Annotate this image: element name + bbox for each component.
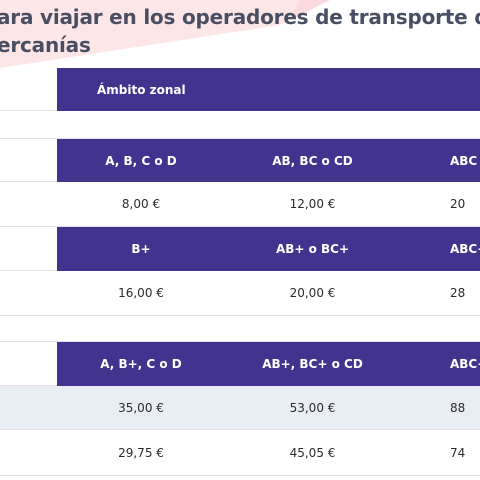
- zone-header-cell: AB+, BC+ o CD: [262, 357, 363, 371]
- row-label-cell: [0, 227, 57, 271]
- spacer-row: [0, 316, 480, 342]
- row-label-cell: [0, 139, 57, 182]
- price-cell: 8,00 €: [121, 197, 161, 211]
- price-row: 8,00 € 12,00 € 20: [0, 182, 480, 227]
- title-line-2: ercanías: [0, 33, 91, 57]
- zone-header-row: A, B+, C o D AB+, BC+ o CD ABC+: [0, 342, 480, 386]
- price-cell: 12,00 €: [289, 197, 336, 211]
- decorative-background-shape: [0, 0, 480, 80]
- zonal-header-label: Ámbito zonal: [97, 82, 186, 97]
- page-title: ara viajar en los operadores de transpor…: [0, 3, 480, 59]
- empty-corner-cell: [0, 68, 57, 111]
- price-row: 16,00 € 20,00 € 28: [0, 271, 480, 316]
- price-row: 35,00 € 53,00 € 88: [0, 386, 480, 430]
- price-cell: 28: [450, 286, 466, 300]
- price-cell: 29,75 €: [118, 445, 164, 460]
- spacer-row: [0, 111, 480, 139]
- zone-header-row: A, B, C o D AB, BC o CD ABC: [0, 139, 480, 182]
- price-cell: 20,00 €: [289, 286, 336, 300]
- zone-header-cell: A, B, C o D: [105, 153, 177, 168]
- row-label-cell: [0, 430, 57, 475]
- zone-header-cell: AB+ o BC+: [275, 242, 350, 256]
- price-cell: 45,05 €: [289, 445, 336, 460]
- price-cell: 53,00 €: [289, 400, 336, 415]
- price-cell: 16,00 €: [118, 286, 164, 300]
- price-cell: 88: [450, 400, 466, 415]
- zonal-header-row: Ámbito zonal: [0, 68, 480, 111]
- zone-header-cell: ABC+: [450, 357, 480, 371]
- zone-header-cell: ABC: [450, 153, 478, 168]
- price-cell: 20: [450, 197, 466, 211]
- zone-header-cell: AB, BC o CD: [272, 153, 353, 168]
- price-row: 29,75 € 45,05 € 74: [0, 430, 480, 476]
- zone-header-cell: A, B+, C o D: [100, 357, 182, 371]
- zone-header-cell: ABC+: [450, 242, 480, 256]
- row-label-cell: [0, 271, 57, 315]
- zone-header-cell: B+: [131, 242, 151, 256]
- row-label-cell: [0, 342, 57, 386]
- title-line-1: ara viajar en los operadores de transpor…: [0, 5, 480, 29]
- zone-header-row: B+ AB+ o BC+ ABC+: [0, 227, 480, 271]
- row-label-cell: [0, 182, 57, 226]
- price-cell: 35,00 €: [118, 400, 164, 415]
- price-cell: 74: [450, 445, 466, 460]
- row-label-cell: [0, 386, 57, 429]
